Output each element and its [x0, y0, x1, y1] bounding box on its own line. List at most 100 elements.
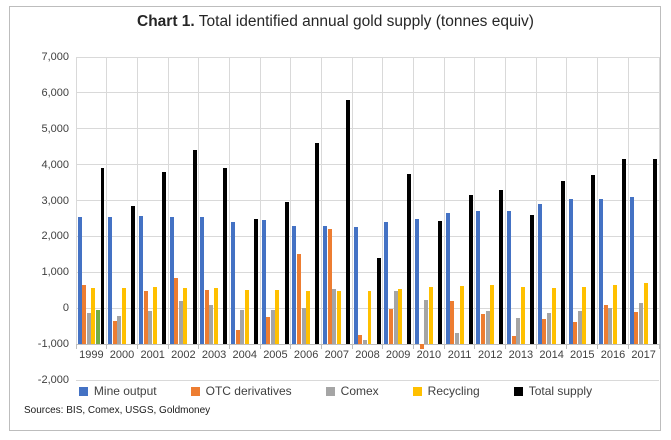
y-axis-tick-label: 6,000 [41, 86, 69, 99]
bar-recycling [490, 285, 495, 345]
x-axis-category-label: 2002 [171, 349, 196, 362]
legend-label: OTC derivatives [205, 384, 292, 398]
h-gridline [76, 92, 659, 94]
bar-comex [270, 310, 275, 345]
h-gridline [76, 379, 659, 381]
x-axis-tick [627, 344, 629, 350]
x-axis-category-label: 2000 [109, 349, 135, 362]
bar-comex [424, 300, 429, 345]
h-gridline [76, 56, 659, 58]
v-gridline [597, 57, 599, 345]
y-axis-tick-label: -2,000 [37, 374, 69, 386]
bar-recycling [214, 287, 219, 345]
bar-mine-output [353, 227, 358, 345]
bar-mine-output [138, 215, 143, 345]
x-axis-tick [535, 344, 537, 350]
y-axis-tick-label: -1,000 [37, 338, 69, 351]
bar-total-supply [376, 257, 381, 345]
legend-swatch-icon [412, 386, 422, 396]
legend-item-otc-derivatives: OTC derivatives [190, 384, 292, 398]
bar-recycling [520, 286, 525, 345]
x-axis-tick [597, 344, 599, 350]
bar-recycling [582, 287, 587, 345]
x-axis-category-label: 2014 [539, 349, 564, 362]
legend-item-comex: Comex [325, 384, 379, 398]
bar-comex [86, 312, 91, 345]
bar-total-supply [591, 175, 596, 345]
bar-mine-output [200, 216, 205, 345]
x-axis-category-label: 2015 [570, 349, 595, 362]
y-axis-tick-label: 0 [62, 302, 69, 315]
v-gridline [505, 57, 507, 345]
v-gridline [320, 57, 322, 345]
legend-swatch-icon [513, 386, 523, 396]
bar-total-supply [652, 159, 657, 345]
legend-label: Comex [340, 384, 379, 398]
bar-comex [117, 316, 122, 345]
bar-mine-output [323, 225, 328, 345]
bar-comex [639, 302, 644, 345]
bar-comex [608, 308, 613, 345]
bar-recycling [612, 285, 617, 345]
bar-recycling [306, 290, 311, 345]
bar-otc-derivatives [634, 311, 639, 345]
bar-total-supply [284, 202, 289, 345]
x-axis-category-label: 2004 [232, 349, 257, 362]
bar-mine-output [599, 198, 604, 345]
x-axis-category-label: 2003 [201, 349, 227, 362]
bar-otc-derivatives [573, 321, 578, 345]
v-gridline [658, 57, 660, 345]
chart-title-prefix: Chart 1. [137, 13, 195, 30]
bar-comex [547, 312, 551, 345]
bar-mine-output [445, 213, 450, 345]
chart-title-text: Total identified annual gold supply (ton… [194, 13, 534, 30]
v-gridline [75, 57, 77, 345]
bar-total-supply [161, 171, 166, 345]
bar-mine-output [169, 216, 174, 345]
chart-title: Chart 1. Total identified annual gold su… [0, 13, 671, 31]
x-axis-category-label: 2012 [477, 349, 503, 362]
v-gridline [228, 57, 230, 345]
y-axis-tick-label: 2,000 [41, 230, 69, 243]
bar-mine-output [507, 211, 512, 345]
bar-otc-derivatives [204, 289, 209, 345]
x-axis-tick [382, 344, 384, 350]
v-gridline [106, 57, 108, 345]
v-gridline [413, 57, 415, 345]
bar-total-supply [131, 205, 136, 345]
bar-otc-derivatives [174, 277, 179, 345]
legend-label: Recycling [427, 384, 480, 398]
v-gridline [167, 57, 169, 345]
x-axis-tick [290, 344, 292, 350]
x-axis-category-label: 2010 [416, 349, 442, 362]
x-axis-tick [413, 344, 415, 350]
h-gridline [76, 271, 659, 273]
bar-otc-derivatives [358, 335, 363, 345]
bar-total-supply [315, 143, 320, 345]
h-gridline [76, 164, 659, 166]
x-axis-line [76, 343, 659, 345]
x-axis-tick [474, 344, 476, 350]
bar-total-supply [530, 214, 535, 345]
x-axis-tick [320, 344, 322, 350]
v-gridline [566, 57, 568, 345]
bar-otc-derivatives [511, 336, 516, 345]
x-axis-tick [136, 344, 138, 350]
bar-otc-derivatives [143, 290, 148, 345]
legend-label: Mine output [93, 384, 157, 398]
v-gridline [627, 57, 629, 345]
bar-otc-derivatives [112, 320, 117, 345]
bar-otc-derivatives [481, 313, 486, 345]
bar-recycling [643, 283, 648, 345]
bar-recycling [551, 288, 556, 345]
bar-total-supply [499, 189, 504, 345]
h-gridline [76, 235, 659, 237]
v-gridline [198, 57, 200, 345]
x-axis-category-label: 2007 [324, 349, 350, 362]
legend-swatch-icon [78, 386, 88, 396]
x-axis-tick [198, 344, 200, 350]
bar-recycling [91, 288, 96, 345]
bar-recycling [152, 287, 157, 345]
x-axis-category-label: 2008 [355, 349, 380, 362]
